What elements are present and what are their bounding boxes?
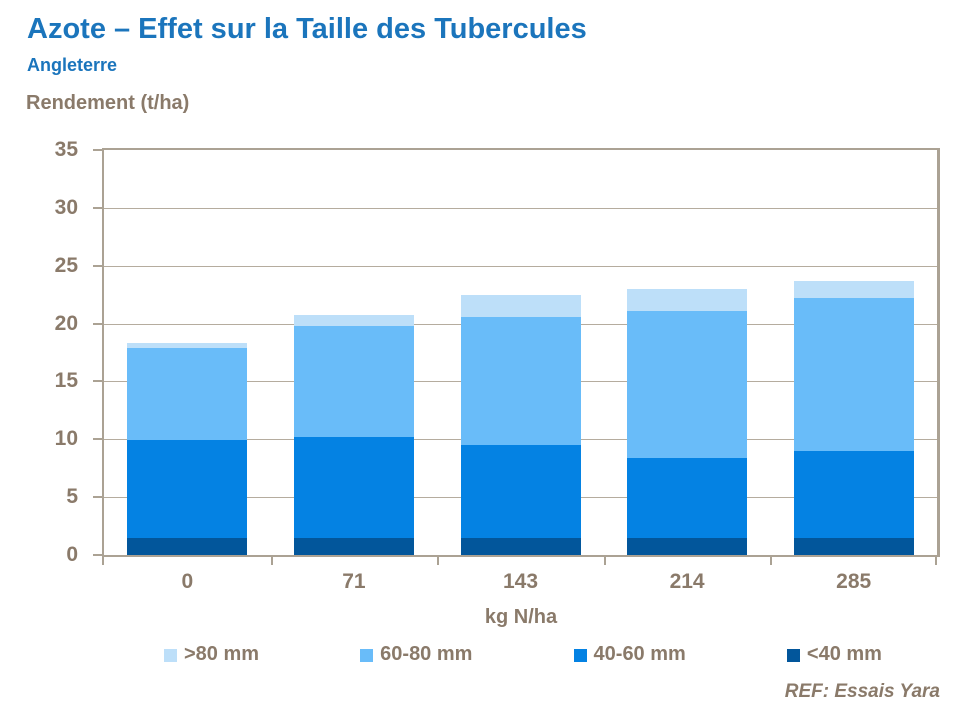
bar-segment-40-60mm [627, 457, 748, 538]
bar-segment->80mm [793, 280, 914, 299]
bar-143 [460, 150, 581, 555]
legend-label: >80 mm [184, 643, 260, 665]
bar-segment-60-80mm [293, 325, 414, 437]
bar-segment-<40mm [793, 537, 914, 555]
y-tick-mark [93, 206, 102, 209]
x-tick-mark [102, 557, 104, 565]
y-tick-label-10: 10 [54, 427, 78, 451]
y-tick-label-15: 15 [54, 369, 78, 393]
legend-label: <40 mm [806, 643, 882, 665]
y-tick-label-20: 20 [54, 311, 78, 335]
bar-285 [793, 150, 914, 555]
bar-segment-<40mm [293, 537, 414, 555]
x-tick-mark [270, 557, 273, 565]
x-tick-label-285: 285 [836, 570, 872, 593]
bar-71 [293, 150, 414, 555]
legend-item: 40-60 mm [573, 643, 686, 666]
bar-segment-60-80mm [460, 316, 581, 446]
legend-label: 40-60 mm [593, 643, 686, 665]
x-tick-mark [770, 557, 773, 565]
legend-swatch-icon [786, 649, 800, 662]
x-tick-label-71: 71 [342, 570, 366, 593]
legend-swatch-icon [360, 649, 374, 662]
reference-text: REF: Essais Yara [784, 681, 940, 702]
bar-segment->80mm [293, 315, 414, 326]
bar-segment-40-60mm [793, 450, 914, 538]
legend-swatch-icon [573, 649, 587, 662]
legend-swatch-icon [164, 649, 177, 662]
bar-segment-<40mm [127, 537, 248, 555]
bar-segment->80mm [627, 288, 748, 311]
y-tick-mark [93, 264, 102, 267]
legend-item: >80 mm [164, 643, 259, 666]
bar-segment-40-60mm [293, 437, 414, 538]
legend-item: <40 mm [786, 643, 882, 666]
y-axis-title: Rendement (t/ha) [26, 92, 190, 114]
plot-area [102, 148, 940, 557]
gridline-30 [104, 207, 937, 209]
page-subtitle: Angleterre [27, 55, 118, 75]
bar-segment-<40mm [460, 537, 581, 555]
bar-segment-40-60mm [127, 440, 248, 538]
bar-214 [627, 150, 748, 555]
bar-segment-60-80mm [793, 298, 914, 451]
bar-segment-60-80mm [627, 310, 748, 458]
x-tick-label-0: 0 [181, 570, 194, 593]
y-tick-label-0: 0 [66, 543, 78, 566]
y-tick-mark [93, 496, 102, 499]
bar-segment-60-80mm [127, 347, 248, 441]
y-tick-mark [93, 380, 102, 383]
x-tick-mark [603, 557, 606, 565]
y-tick-label-25: 25 [54, 253, 78, 277]
bar-segment->80mm [460, 294, 581, 317]
bar-segment-<40mm [627, 537, 748, 555]
x-tick-label-214: 214 [669, 570, 705, 593]
y-tick-label-5: 5 [66, 485, 78, 509]
y-tick-mark [93, 322, 102, 325]
bar-segment->80mm [127, 343, 248, 348]
chart-legend: >80 mm 60-80 mm 40-60 mm <40 mm [164, 643, 882, 666]
legend-label: 60-80 mm [380, 643, 473, 665]
y-tick-mark [93, 438, 102, 441]
y-tick-label-35: 35 [54, 138, 78, 161]
y-tick-label-30: 30 [54, 195, 78, 219]
x-axis-title: kg N/ha [484, 606, 558, 628]
page-title: Azote – Effet sur la Taille des Tubercul… [27, 13, 587, 45]
x-tick-label-143: 143 [502, 570, 539, 593]
legend-item: 60-80 mm [360, 643, 472, 666]
y-tick-mark [93, 554, 102, 556]
x-tick-mark [437, 557, 440, 565]
gridline-25 [104, 265, 937, 267]
bar-0 [127, 150, 248, 555]
y-tick-mark [93, 149, 102, 151]
x-tick-mark [935, 557, 937, 565]
bar-segment-40-60mm [460, 445, 581, 538]
